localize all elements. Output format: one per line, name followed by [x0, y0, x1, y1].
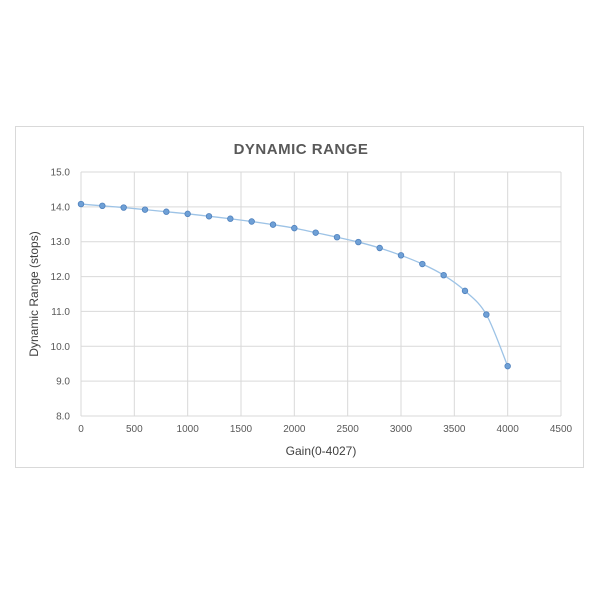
data-point	[77, 200, 85, 208]
data-point	[120, 204, 127, 211]
data-point	[312, 229, 319, 236]
y-tick-label: 9.0	[56, 377, 70, 388]
x-tick-label: 2000	[283, 424, 306, 435]
x-tick-label: 3500	[443, 424, 466, 435]
data-point	[248, 218, 255, 225]
y-tick-label: 14.0	[51, 202, 71, 213]
data-point	[333, 233, 341, 241]
gridlines	[80, 171, 562, 417]
data-point	[461, 287, 469, 295]
data-point	[163, 208, 170, 215]
x-tick-label: 2500	[337, 424, 360, 435]
data-point	[184, 210, 191, 218]
data-point	[205, 213, 213, 220]
data-point	[419, 260, 426, 268]
x-tick-label: 0	[78, 424, 84, 435]
x-tick-label: 4500	[550, 424, 573, 435]
data-point	[355, 238, 362, 246]
data-point	[141, 206, 149, 213]
chart-container: DYNAMIC RANGE 8.0 9.0 10.0 11.0 12.0 13.0 14.0…	[15, 126, 584, 468]
y-tick-label: 8.0	[56, 412, 70, 423]
chart-title: DYNAMIC RANGE	[234, 141, 369, 158]
x-tick-label: 500	[126, 424, 143, 435]
data-point	[440, 271, 447, 279]
data-point	[269, 221, 277, 228]
x-tick-label: 3000	[390, 424, 413, 435]
data-point	[504, 362, 511, 370]
data-point	[99, 202, 106, 210]
y-tick-label: 12.0	[51, 272, 71, 283]
data-points	[77, 200, 511, 370]
x-tick-label: 4000	[497, 424, 520, 435]
data-point	[376, 244, 383, 252]
data-point	[291, 224, 298, 232]
dynamic-range-chart: DYNAMIC RANGE 8.0 9.0 10.0 11.0 12.0 13.0 14.0…	[27, 141, 573, 458]
x-tick-label: 1000	[177, 424, 200, 435]
data-point	[227, 215, 234, 222]
x-tick-label: 1500	[230, 424, 253, 435]
y-tick-label: 13.0	[51, 237, 71, 248]
data-point	[483, 311, 490, 318]
tick-labels: 8.0 9.0 10.0 11.0 12.0 13.0 14.0 15.0 0 500 1000 15…	[51, 168, 573, 436]
data-point	[397, 252, 405, 259]
y-tick-label: 15.0	[51, 168, 71, 179]
y-tick-label: 11.0	[51, 307, 70, 318]
y-tick-label: 10.0	[51, 342, 71, 353]
x-axis-label: Gain(0-4027)	[286, 444, 357, 458]
y-axis-label: Dynamic Range (stops)	[27, 231, 41, 356]
